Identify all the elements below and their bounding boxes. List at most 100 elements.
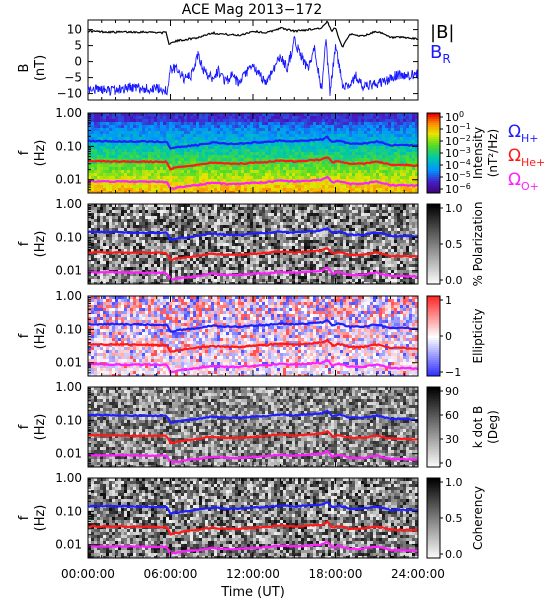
gyro-line-h-plus xyxy=(88,227,418,242)
colorbar-tick-label: 0 xyxy=(445,330,452,343)
panel-intensity: 1.00 0.10 0.01 f (Hz) 10010−110−210−310−410−5… xyxy=(17,106,545,196)
ytick-label: 1.00 xyxy=(55,471,82,485)
gyro-line-h-plus xyxy=(88,501,418,516)
ylabel-f: f xyxy=(17,241,32,246)
xtick-label: 00:00:00 xyxy=(61,567,115,581)
colorbar-label: Ellipticity xyxy=(471,309,485,364)
ytick-label: 0.10 xyxy=(55,413,82,427)
gyro-legend-h-plus: ΩH+ xyxy=(508,122,539,145)
gyro-line-he-plus xyxy=(88,429,418,445)
ytick-label: 1.00 xyxy=(55,289,82,303)
gyro-line-h-plus xyxy=(88,409,418,424)
colorbar-tick-label: 10−5 xyxy=(445,170,471,184)
ytick-label: 0.01 xyxy=(55,173,82,187)
xtick-label: 12:00:00 xyxy=(226,567,280,581)
ylabel-f: f xyxy=(17,424,32,429)
ylabel-f: f xyxy=(17,150,32,155)
heatmap-cells-kdotb xyxy=(88,387,418,467)
colorbar-ellipticity: 1 0 −1 Ellipticity xyxy=(426,294,485,379)
colorbar-label: Coherency xyxy=(471,486,485,550)
colorbar-tick-label: 1.0 xyxy=(445,476,463,489)
legend-b-total: |B| xyxy=(430,22,454,43)
gyro-line-o-plus xyxy=(88,175,418,190)
field-ytick-label: −5 xyxy=(64,71,82,85)
field-ylabel-unit: (nT) xyxy=(33,55,48,81)
field-ytick-label: 5 xyxy=(74,39,82,53)
colorbar-tick-label: 0 xyxy=(445,457,452,470)
ytick-label: 0.10 xyxy=(55,322,82,336)
ylabel-unit: (Hz) xyxy=(33,140,48,167)
colorbar-tick-label: 0.5 xyxy=(445,512,463,525)
ytick-label: 1.00 xyxy=(55,380,82,394)
gyro-line-o-plus xyxy=(88,449,418,464)
ytick-label: 0.10 xyxy=(55,230,82,244)
gyro-line-he-plus xyxy=(88,156,418,171)
colorbar-frame xyxy=(426,386,441,468)
colorbar-tick-label: 1.0 xyxy=(445,202,463,215)
colorbar-tick-label: 10−2 xyxy=(445,134,471,148)
colorbar-tick-label: 0.0 xyxy=(445,548,463,561)
panel-ellipticity: 1.00 0.10 0.01 f (Hz) 1 0 −1 Ellipticity xyxy=(17,289,485,379)
panel-magnetic-field: B (nT) 10 5 0 −5 −10 |B| BR xyxy=(17,19,454,101)
ytick-label: 0.01 xyxy=(55,538,82,552)
ytick-label: 1.00 xyxy=(55,197,82,211)
gyro-line-he-plus xyxy=(88,520,418,536)
gyro-legend-o-plus: ΩO+ xyxy=(508,170,539,193)
field-traces xyxy=(87,20,419,96)
xtick-label: 18:00:00 xyxy=(309,567,363,581)
colorbar-tick-label: 0.0 xyxy=(445,274,463,287)
series-line-b-r xyxy=(87,35,419,96)
colorbar-polarization: 1.0 0.5 0.0 % Polarization xyxy=(426,202,485,287)
colorbar-tick-label: 60 xyxy=(445,409,459,422)
ylabel-unit: (Hz) xyxy=(33,505,48,532)
colorbar-tick-label: 90 xyxy=(445,385,459,398)
field-ytick-label: 10 xyxy=(67,23,82,37)
field-ytick-label: −10 xyxy=(57,87,82,101)
ylabel-f: f xyxy=(17,333,32,338)
heatmap-cells-polarization xyxy=(88,204,418,284)
ytick-label: 1.00 xyxy=(55,106,82,120)
gyro-line-he-plus xyxy=(88,247,418,262)
figure-title: ACE Mag 2013−172 xyxy=(182,2,322,18)
gyro-line-h-plus xyxy=(88,135,418,150)
colorbar-label: k dot B xyxy=(471,406,485,448)
colorbar-tick-label: 10−3 xyxy=(445,146,471,160)
colorbar-label: (Deg) xyxy=(486,410,500,444)
field-ylabel-top: B xyxy=(17,64,32,73)
colorbar-coherency: 1.0 0.5 0.0 Coherency xyxy=(426,476,485,561)
xtick-label: 06:00:00 xyxy=(144,567,198,581)
panel-polarization: 1.00 0.10 0.01 f (Hz) 1.0 0.5 0.0 % Polarization xyxy=(17,197,485,287)
colorbar-tick-label: 0.5 xyxy=(445,238,463,251)
gyro-line-he-plus xyxy=(88,338,418,354)
ylabel-unit: (Hz) xyxy=(33,323,48,350)
colorbar-label: % Polarization xyxy=(471,202,485,287)
ylabel-unit: (Hz) xyxy=(33,414,48,441)
panel-coherency: 1.00 0.10 0.01 f (Hz) 1.0 0.5 0.0 Coherency xyxy=(17,471,485,561)
colorbar-tick-label: 30 xyxy=(445,433,459,446)
series-line-b-total xyxy=(87,20,418,48)
colorbar-tick-label: −1 xyxy=(445,366,461,379)
colorbar-label: Intensity xyxy=(471,127,485,179)
colorbar-label: (nT²/Hz) xyxy=(486,129,500,177)
ytick-label: 0.01 xyxy=(55,447,82,461)
colorbar-tick-label: 1 xyxy=(445,294,452,307)
heatmap-cells-coherency xyxy=(88,478,418,558)
ytick-label: 0.10 xyxy=(55,504,82,518)
gyro-line-o-plus xyxy=(88,266,418,281)
colorbar-tick-label: 10−6 xyxy=(445,182,471,196)
ylabel-f: f xyxy=(17,515,32,520)
time-axis: 00:00:00 06:00:00 12:00:00 18:00:00 24:00:00 xyxy=(61,20,445,581)
time-axis-label: Time (UT) xyxy=(220,585,285,600)
colorbar-tick-label: 10−4 xyxy=(445,158,471,172)
legend-b-r: BR xyxy=(430,42,451,66)
colorbar-tick-label: 100 xyxy=(445,110,464,124)
colorbar-kdotb: 90 60 30 0 k dot B (Deg) xyxy=(426,385,500,470)
field-yticks: 10 5 0 −5 −10 xyxy=(57,23,418,101)
colorbar-tick-label: 10−1 xyxy=(445,122,471,136)
ytick-label: 0.10 xyxy=(55,139,82,153)
ylabel-unit: (Hz) xyxy=(33,231,48,258)
spectral-panels: 1.000.100.01f (Hz)10010−110−210−310−410−5… xyxy=(17,106,545,561)
field-ytick-label: 0 xyxy=(74,55,82,69)
